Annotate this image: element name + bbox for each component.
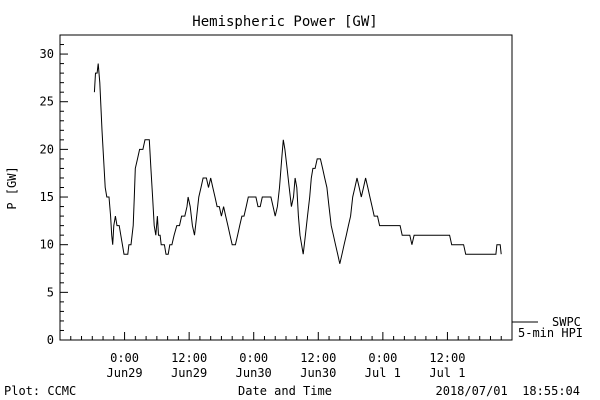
y-tick-label: 15 xyxy=(40,190,54,204)
x-tick-time-label: 12:00 xyxy=(300,351,336,365)
x-tick-date-label: Jul 1 xyxy=(365,366,401,380)
y-axis-label: P [GW] xyxy=(5,166,19,209)
x-tick-time-label: 12:00 xyxy=(429,351,465,365)
plot-frame xyxy=(59,34,513,341)
y-tick-label: 20 xyxy=(40,142,54,156)
x-tick-date-label: Jun29 xyxy=(171,366,207,380)
x-tick-date-label: Jul 1 xyxy=(429,366,465,380)
y-tick-label: 30 xyxy=(40,47,54,61)
chart-title: Hemispheric Power [GW] xyxy=(192,14,377,30)
x-tick-date-label: Jun30 xyxy=(300,366,336,380)
y-tick-label: 10 xyxy=(40,238,54,252)
swpc-series-line xyxy=(93,63,502,264)
y-axis: 0 5 10 15 20 25 30 xyxy=(40,34,68,347)
x-axis: 0:00Jun2912:00Jun290:00Jun3012:00Jun300:… xyxy=(59,332,513,380)
y-tick-label: 0 xyxy=(47,333,54,347)
footer-timestamp: 2018/07/01 18:55:04 xyxy=(436,384,581,398)
footer-credit: Plot: CCMC xyxy=(4,384,76,398)
x-tick-time-label: 0:00 xyxy=(368,351,397,365)
legend-item-swpc: SWPC xyxy=(552,315,581,329)
legend-item-hpi: 5-min HPI xyxy=(518,326,583,340)
x-axis-label: Date and Time xyxy=(238,384,332,398)
legend: SWPC 5-min HPI xyxy=(512,315,583,340)
x-tick-time-label: 12:00 xyxy=(171,351,207,365)
x-tick-time-label: 0:00 xyxy=(110,351,139,365)
y-tick-label: 5 xyxy=(47,285,54,299)
x-tick-date-label: Jun30 xyxy=(236,366,272,380)
x-tick-date-label: Jun29 xyxy=(107,366,143,380)
y-tick-label: 25 xyxy=(40,95,54,109)
x-tick-time-label: 0:00 xyxy=(239,351,268,365)
